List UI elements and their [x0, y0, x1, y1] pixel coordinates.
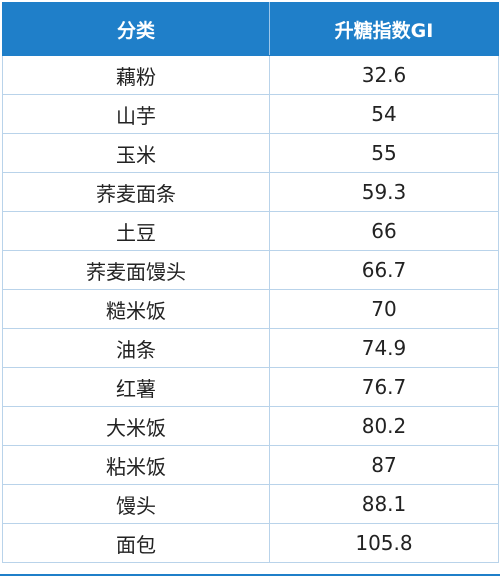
category-cell: 荞麦面馒头 [2, 250, 270, 290]
header-gi: 升糖指数GI [269, 2, 499, 56]
table-row: 荞麦面条 59.3 [2, 172, 499, 212]
header-category: 分类 [2, 2, 270, 56]
table-row: 红薯 76.7 [2, 367, 499, 407]
category-cell: 粘米饭 [2, 445, 270, 485]
category-cell: 荞麦面条 [2, 172, 270, 212]
gi-value-cell: 66.7 [269, 250, 499, 290]
category-cell: 玉米 [2, 133, 270, 173]
category-cell: 馒头 [2, 484, 270, 524]
table-row: 荞麦面馒头 66.7 [2, 250, 499, 290]
table-row: 大米饭 80.2 [2, 406, 499, 446]
table-row: 馒头 88.1 [2, 484, 499, 524]
gi-value-cell: 80.2 [269, 406, 499, 446]
table-row: 面包 105.8 [2, 523, 499, 563]
table-row: 玉米 55 [2, 133, 499, 173]
table-row: 油条 74.9 [2, 328, 499, 368]
table-row: 糙米饭 70 [2, 289, 499, 329]
category-cell: 红薯 [2, 367, 270, 407]
category-cell: 藕粉 [2, 55, 270, 95]
category-cell: 大米饭 [2, 406, 270, 446]
category-cell: 糙米饭 [2, 289, 270, 329]
table-row: 藕粉 32.6 [2, 55, 499, 95]
gi-value-cell: 105.8 [269, 523, 499, 563]
gi-value-cell: 76.7 [269, 367, 499, 407]
gi-value-cell: 88.1 [269, 484, 499, 524]
table-body: 藕粉 32.6 山芋 54 玉米 55 荞麦面条 59.3 土豆 66 荞麦面馒头 66.7 糙米饭 70… [2, 55, 499, 563]
gi-value-cell: 54 [269, 94, 499, 134]
category-cell: 土豆 [2, 211, 270, 251]
gi-value-cell: 32.6 [269, 55, 499, 95]
gi-value-cell: 55 [269, 133, 499, 173]
category-cell: 山芋 [2, 94, 270, 134]
category-cell: 面包 [2, 523, 270, 563]
gi-table: 分类 升糖指数GI 藕粉 32.6 山芋 54 玉米 55 荞麦面条 59.3 土豆 66 荞麦面馒… [2, 2, 499, 563]
table-row: 山芋 54 [2, 94, 499, 134]
table-row: 粘米饭 87 [2, 445, 499, 485]
gi-value-cell: 74.9 [269, 328, 499, 368]
category-cell: 油条 [2, 328, 270, 368]
bottom-border [0, 574, 500, 576]
gi-value-cell: 59.3 [269, 172, 499, 212]
gi-value-cell: 66 [269, 211, 499, 251]
gi-value-cell: 87 [269, 445, 499, 485]
table-row: 土豆 66 [2, 211, 499, 251]
gi-value-cell: 70 [269, 289, 499, 329]
table-header-row: 分类 升糖指数GI [2, 2, 499, 56]
